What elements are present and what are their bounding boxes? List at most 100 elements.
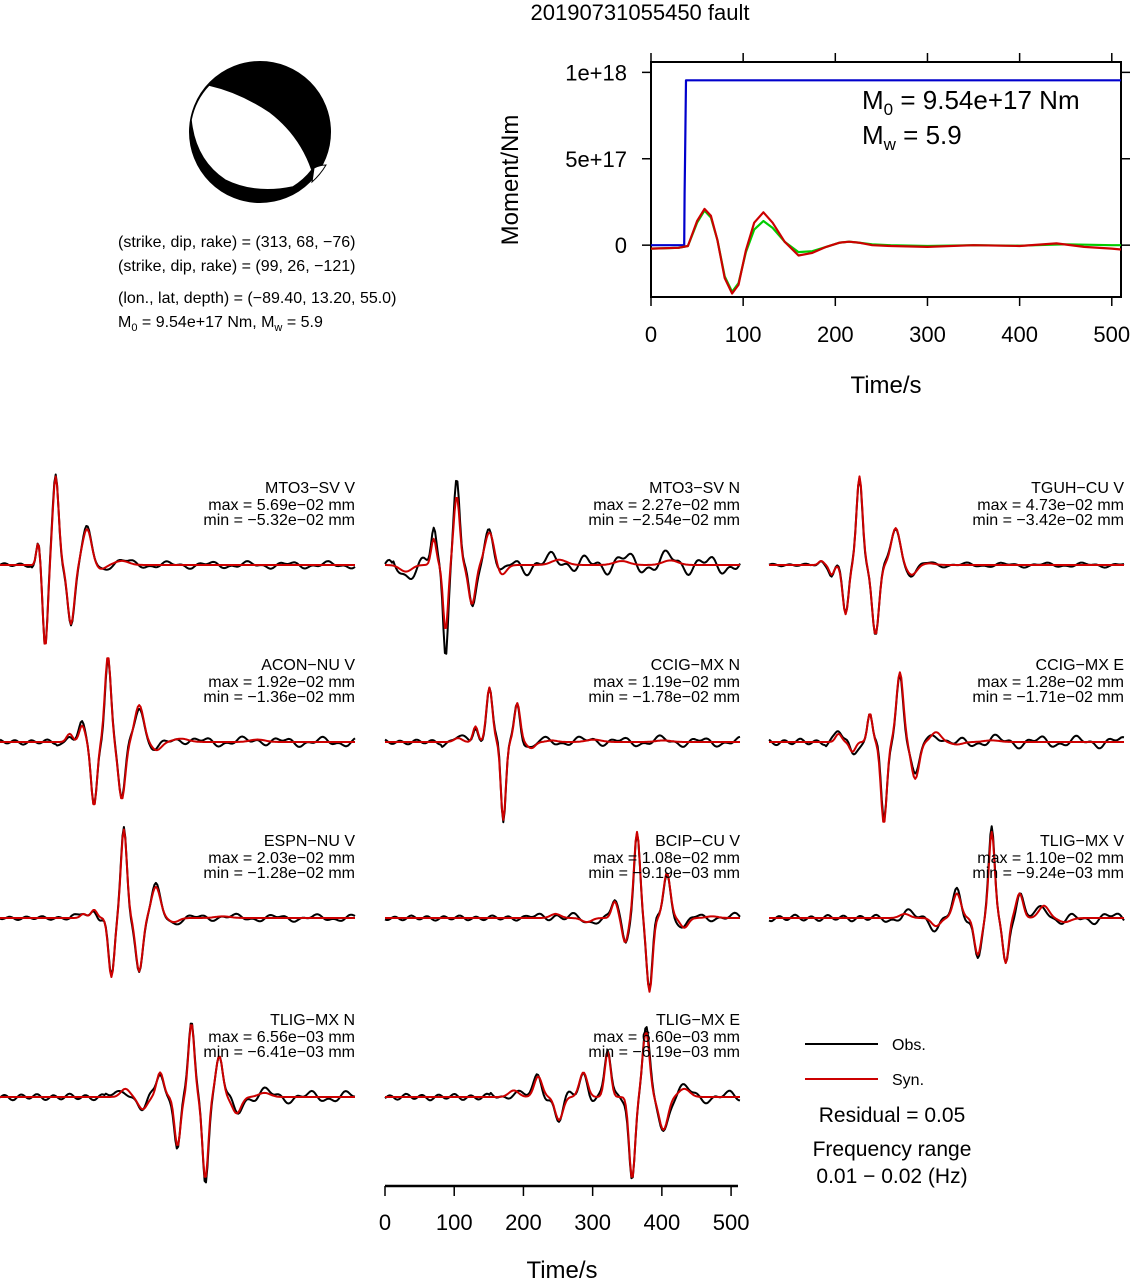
mw-value: = 5.9 [896, 120, 962, 150]
residual-text: Residual = 0.05 [819, 1104, 966, 1127]
trace-max-label: max = 1.19e−02 mm [593, 674, 740, 691]
trace-min-label: min = −6.41e−03 mm [203, 1044, 355, 1061]
m0-value: = 9.54e+17 Nm [893, 85, 1079, 115]
trace-max-label: max = 1.28e−02 mm [977, 674, 1124, 691]
moment-x-label: Time/s [850, 372, 921, 399]
trace-synthetic-line [385, 1031, 740, 1178]
trace-station-label: TLIG−MX E [656, 1012, 740, 1029]
trace-synthetic-line [769, 671, 1124, 823]
trace-min-label: min = −6.19e−03 mm [588, 1044, 740, 1061]
moment-y-tick-label: 5e+17 [565, 147, 627, 172]
trace-synthetic-line [0, 1024, 355, 1178]
trace-min-label: min = −3.42e−02 mm [972, 512, 1124, 529]
waveform-x-tick-label: 0 [379, 1210, 391, 1235]
trace-max-label: max = 2.27e−02 mm [593, 497, 740, 514]
trace-max-label: max = 6.60e−03 mm [593, 1029, 740, 1046]
waveform-x-tick-label: 100 [436, 1210, 473, 1235]
moment-chart: 0 100 200 300 400 500 0 5e+17 1e+18 Time/s Mome… [497, 53, 1130, 399]
moment-m0-annotation: M0 = 9.54e+17 Nm [862, 85, 1080, 119]
moment-x-tick-label: 400 [1001, 322, 1038, 347]
trace-max-label: max = 4.73e−02 mm [977, 497, 1124, 514]
trace-synthetic-line [385, 686, 740, 821]
info-mw-sub: w [273, 322, 282, 334]
trace-min-label: min = −9.19e−03 mm [588, 865, 740, 882]
trace-synthetic-line [385, 830, 740, 993]
frequency-range-title: Frequency range [813, 1138, 972, 1161]
trace-min-label: min = −2.54e−02 mm [588, 512, 740, 529]
waveform-x-tick-label: 400 [644, 1210, 681, 1235]
moment-x-tick-label: 500 [1093, 322, 1130, 347]
moment-x-tick-label: 300 [909, 322, 946, 347]
trace-station-label: MTO3−SV N [649, 480, 740, 497]
waveform-x-label: Time/s [526, 1257, 597, 1281]
mw-sub: w [883, 135, 897, 154]
legend: Obs. Syn. Residual = 0.05 Frequency rang… [805, 1037, 971, 1188]
trace-min-label: min = −1.28e−02 mm [203, 865, 355, 882]
trace-observed-line [384, 832, 741, 991]
trace-station-label: TLIG−MX V [1040, 833, 1124, 850]
info-mw-value: = 5.9 [282, 314, 323, 331]
trace-max-label: max = 1.10e−02 mm [977, 850, 1124, 867]
info-m0-sub: 0 [131, 322, 137, 334]
trace-min-label: min = −1.71e−02 mm [972, 689, 1124, 706]
moment-x-ticks: 0 100 200 300 400 500 [645, 53, 1130, 347]
info-m0-value: = 9.54e+17 Nm, M [137, 314, 274, 331]
trace-synthetic-line [0, 475, 355, 645]
legend-syn-label: Syn. [892, 1072, 924, 1089]
beachball [189, 61, 331, 203]
trace-station-label: TGUH−CU V [1031, 480, 1124, 497]
trace-synthetic-line [385, 497, 740, 629]
moment-x-tick-label: 100 [725, 322, 762, 347]
trace-max-label: max = 6.56e−03 mm [208, 1029, 355, 1046]
beachball-white-region [190, 84, 313, 191]
trace-observed-line [384, 686, 741, 824]
info-line-3: (lon., lat, depth) = (−89.40, 13.20, 55.… [118, 290, 396, 307]
moment-series-line-0 [651, 79, 1121, 247]
info-line-1: (strike, dip, rake) = (313, 68, −76) [118, 234, 355, 251]
trace-synthetic-line [0, 828, 355, 978]
moment-y-tick-label: 1e+18 [565, 60, 627, 85]
trace-synthetic-line [0, 657, 355, 806]
moment-x-tick-label: 200 [817, 322, 854, 347]
moment-y-label: Moment/Nm [497, 115, 524, 246]
trace-min-label: min = −9.24e−03 mm [972, 865, 1124, 882]
trace-station-label: ESPN−NU V [264, 833, 355, 850]
trace-max-label: max = 1.92e−02 mm [208, 674, 355, 691]
frequency-range-value: 0.01 − 0.02 (Hz) [816, 1165, 967, 1188]
trace-max-label: max = 5.69e−02 mm [208, 497, 355, 514]
waveform-x-tick-label: 300 [574, 1210, 611, 1235]
m0-symbol: M [862, 85, 884, 115]
trace-station-label: TLIG−MX N [270, 1012, 355, 1029]
trace-min-label: min = −1.78e−02 mm [588, 689, 740, 706]
moment-series-line-1 [650, 209, 1121, 293]
waveform-x-tick-label: 200 [505, 1210, 542, 1235]
moment-series-line-2 [650, 207, 1122, 295]
figure-title: 20190731055450 fault [531, 0, 750, 25]
moment-series-group [650, 79, 1122, 295]
waveform-x-ticks: 0 100 200 300 400 500 [379, 1186, 750, 1235]
info-line-2: (strike, dip, rake) = (99, 26, −121) [118, 258, 355, 275]
moment-plot-frame [650, 61, 1122, 298]
trace-max-label: max = 1.08e−02 mm [593, 850, 740, 867]
waveform-x-tick-label: 500 [713, 1210, 750, 1235]
mw-symbol: M [862, 120, 884, 150]
trace-station-label: MTO3−SV V [265, 480, 355, 497]
legend-obs-label: Obs. [892, 1037, 926, 1054]
info-line-4: M0 = 9.54e+17 Nm, Mw = 5.9 [118, 314, 323, 334]
trace-min-label: min = −1.36e−02 mm [203, 689, 355, 706]
beachball-white-sliver [311, 164, 327, 184]
trace-station-label: BCIP−CU V [655, 833, 740, 850]
trace-synthetic-line [769, 830, 1124, 965]
